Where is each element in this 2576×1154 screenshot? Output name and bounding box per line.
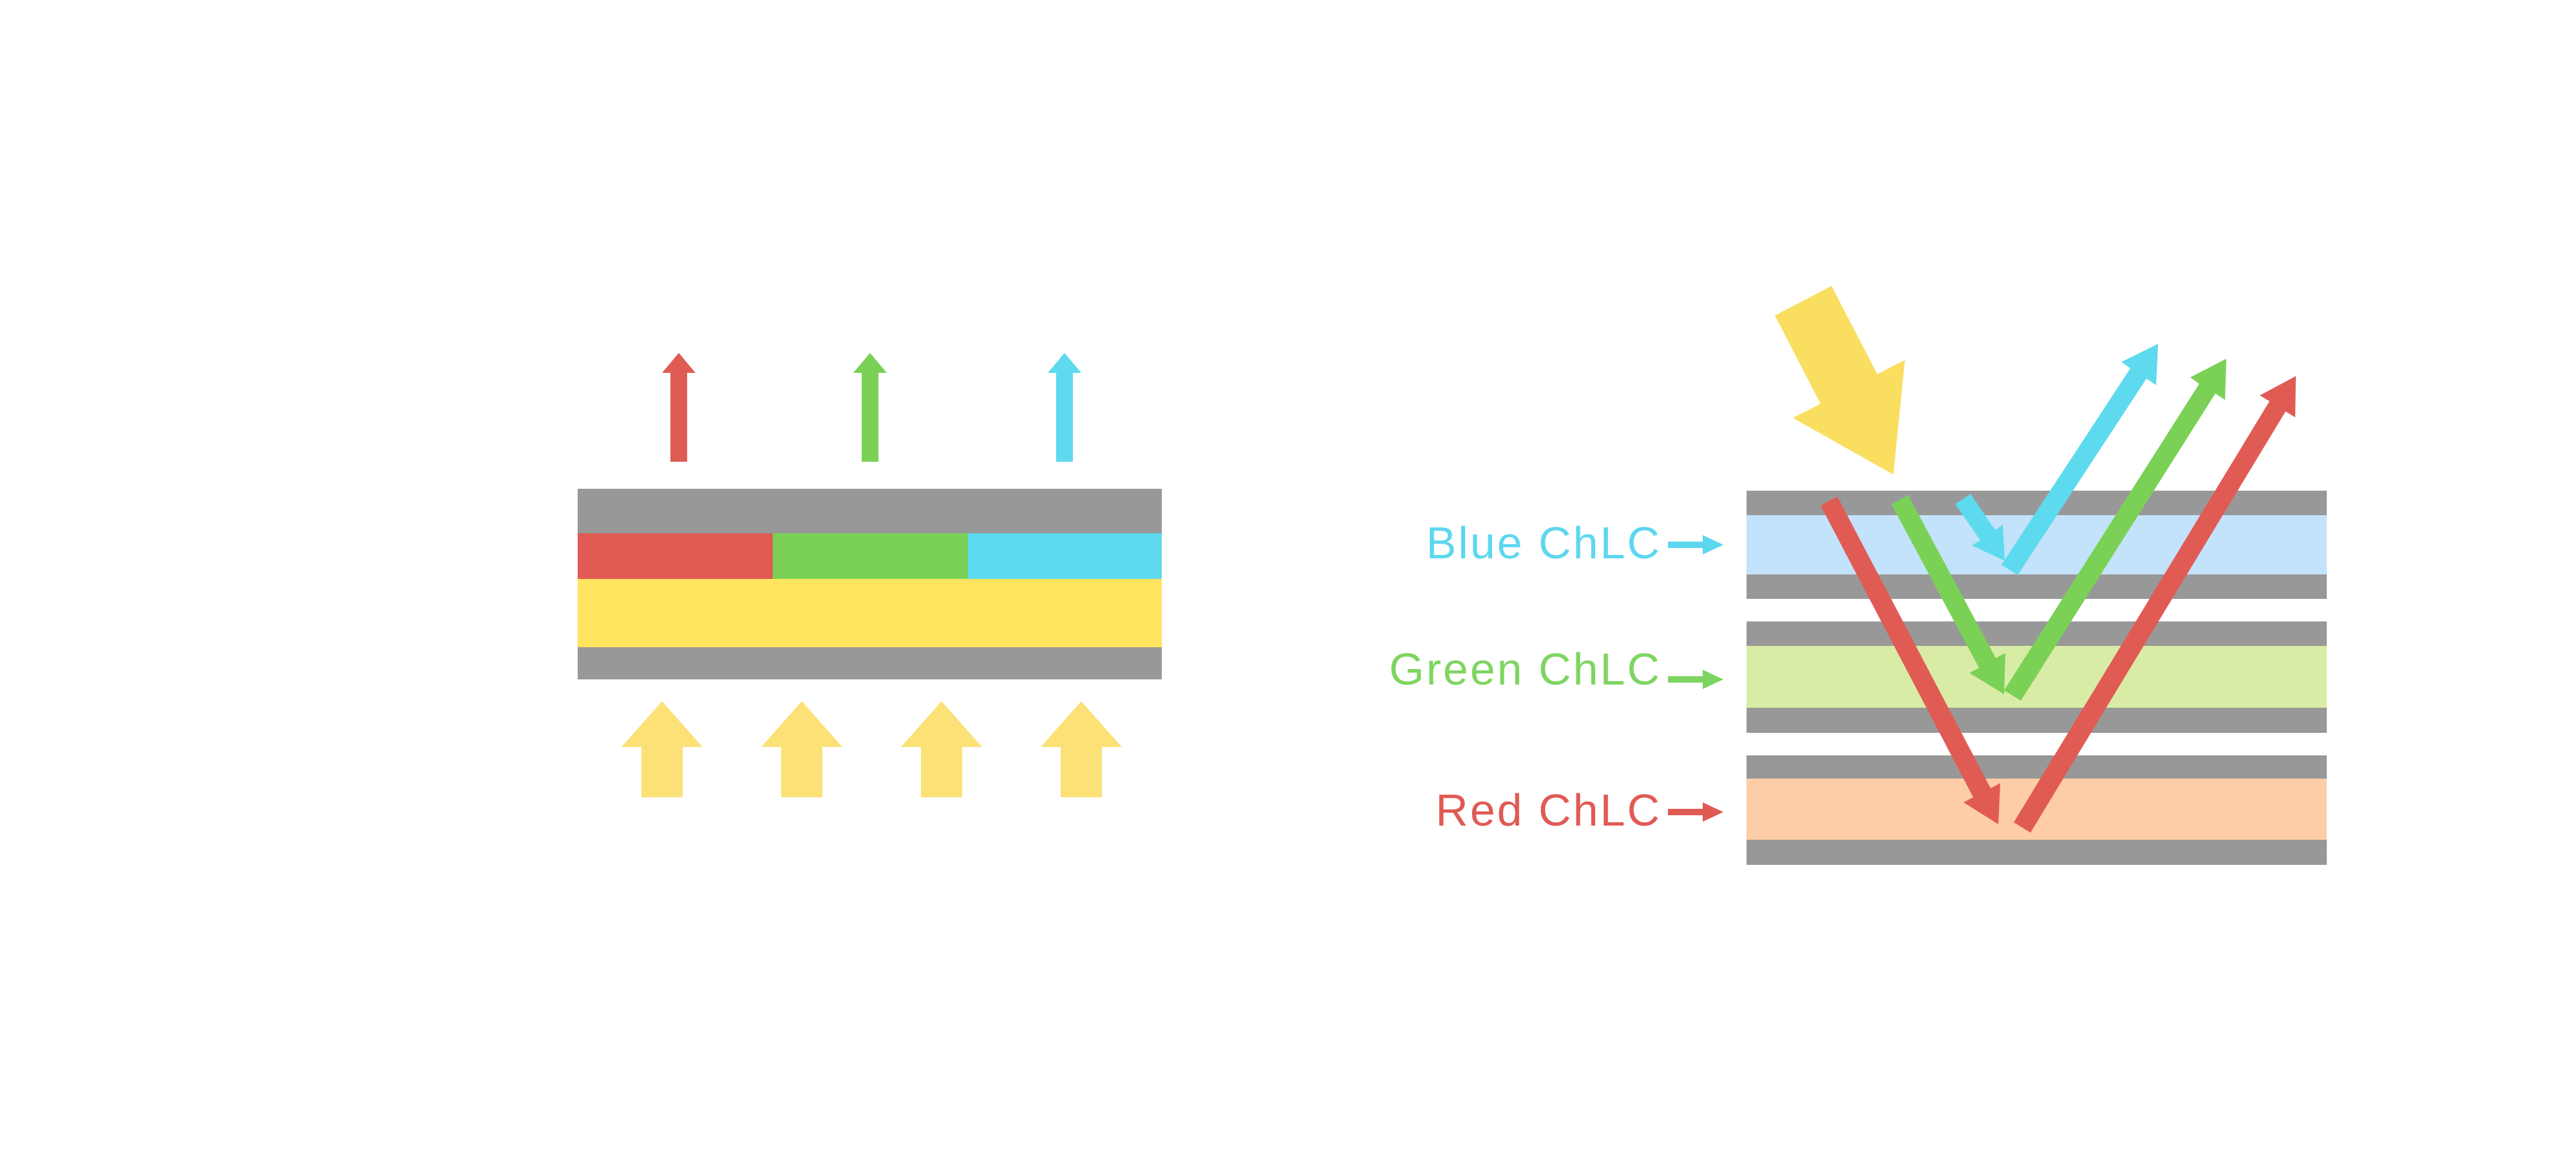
left-panel-stack	[578, 353, 1162, 797]
left-top-glass-layer	[578, 489, 1162, 533]
left-cyan-segment	[968, 533, 1162, 579]
red-label-arrow-icon	[1668, 802, 1723, 822]
right-panel-stack	[1747, 286, 2327, 865]
green-chlc-label: Green ChLC	[1389, 644, 1662, 694]
backlight-arrow-icon-1	[621, 701, 703, 797]
left-red-segment	[578, 533, 773, 579]
incident-light-arrow-icon	[1775, 286, 1905, 475]
left-green-segment	[773, 533, 968, 579]
cyan-emitted-arrow-icon	[1048, 353, 1081, 462]
right-glass-layer-4	[1747, 708, 2327, 733]
backlight-arrow-icon-3	[901, 701, 982, 797]
backlight-arrow-icon-2	[761, 701, 842, 797]
red-emitted-arrow-icon	[662, 353, 696, 462]
right-glass-layer-2	[1747, 574, 2327, 599]
green-label-arrow-icon	[1668, 670, 1723, 689]
blue-chlc-label: Blue ChLC	[1426, 518, 1662, 568]
left-yellow-backlight-layer	[578, 579, 1162, 647]
blue-label-arrow-icon	[1668, 535, 1723, 554]
red-reflected-ray-arrow-icon	[2014, 376, 2296, 833]
left-bottom-glass-layer	[578, 647, 1162, 679]
right-glass-layer-5	[1747, 755, 2327, 779]
right-glass-layer-6	[1747, 840, 2327, 865]
backlight-arrow-icon-4	[1041, 701, 1122, 797]
red-chlc-label: Red ChLC	[1435, 785, 1662, 835]
cyan-reflected-ray-arrow-icon	[2002, 344, 2158, 575]
cyan-incident-ray-arrow-icon	[1955, 494, 2005, 561]
green-reflected-ray-arrow-icon	[2004, 359, 2226, 701]
layer-labels: Blue ChLC Green ChLC Red ChLC	[1389, 518, 1723, 835]
green-emitted-arrow-icon	[853, 353, 887, 462]
red-incident-ray-arrow-icon	[1821, 497, 2000, 824]
green-incident-ray-arrow-icon	[1891, 495, 2005, 694]
